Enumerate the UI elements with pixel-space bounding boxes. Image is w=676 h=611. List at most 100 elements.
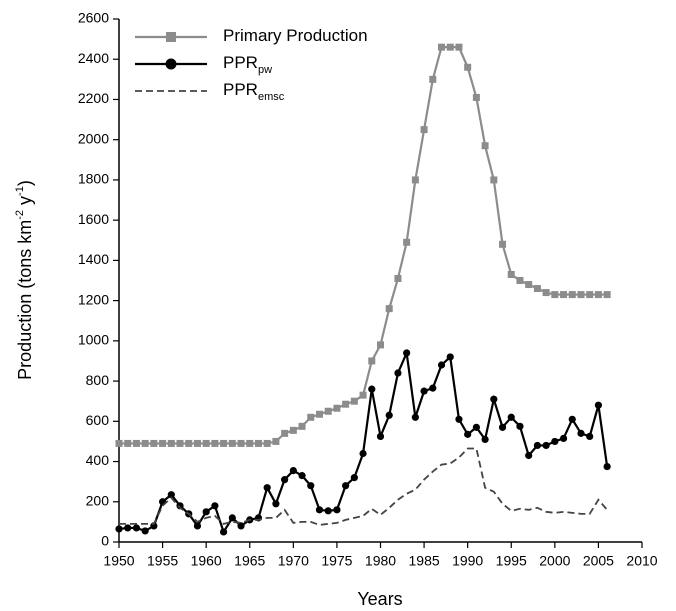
point	[132, 524, 141, 532]
point	[211, 439, 219, 447]
point	[376, 432, 385, 440]
point	[385, 305, 393, 313]
point	[438, 43, 446, 51]
point	[551, 291, 559, 299]
point	[560, 291, 568, 299]
point	[333, 404, 341, 412]
point	[228, 439, 236, 447]
point	[403, 349, 411, 357]
point	[403, 238, 411, 246]
point	[568, 415, 576, 423]
point	[394, 274, 402, 282]
x-tick-label: 2000	[539, 553, 570, 569]
point	[315, 506, 324, 514]
x-tick-label: 1980	[365, 553, 396, 569]
y-tick-label: 1000	[78, 332, 109, 348]
point	[594, 291, 602, 299]
y-tick-label: 2200	[78, 90, 109, 106]
point	[559, 434, 568, 443]
x-tick-label: 2005	[583, 553, 614, 569]
point	[368, 385, 376, 393]
point	[350, 397, 358, 405]
point	[193, 439, 201, 447]
point	[315, 410, 323, 418]
point	[368, 357, 376, 365]
point	[289, 466, 297, 475]
y-tick-label: 600	[86, 412, 110, 428]
series-line	[119, 46, 608, 445]
y-tick-label: 1400	[78, 251, 109, 267]
point	[220, 439, 228, 447]
point	[159, 439, 167, 447]
legend-name: Primary Production	[223, 26, 368, 45]
point	[603, 291, 611, 299]
point	[516, 277, 524, 284]
point	[446, 43, 454, 51]
x-tick-label: 1960	[191, 553, 222, 569]
point	[464, 430, 472, 438]
point	[342, 482, 350, 490]
point	[455, 43, 463, 51]
point	[420, 387, 428, 395]
point	[167, 491, 175, 499]
point	[437, 361, 446, 369]
point	[263, 484, 271, 492]
legend-subscript: pw	[258, 64, 272, 76]
point	[490, 395, 498, 403]
point	[324, 507, 332, 515]
y-tick-label: 2400	[78, 50, 109, 66]
x-tick-label: 1955	[147, 553, 178, 569]
point	[150, 439, 158, 447]
y-axis-title: Production (tons km-2 y-1)	[14, 180, 35, 380]
x-tick-label: 1965	[234, 553, 265, 569]
y-tick-label: 800	[86, 372, 110, 388]
y-axis-title-part: Production (tons km	[15, 220, 35, 380]
point	[586, 432, 594, 440]
point	[281, 429, 289, 437]
point	[132, 439, 140, 447]
y-axis-title-part: y	[15, 196, 35, 210]
point	[464, 63, 472, 71]
y-tick-label: 400	[86, 452, 110, 468]
point	[272, 437, 280, 445]
point	[525, 451, 533, 460]
point	[272, 500, 280, 508]
x-tick-label: 1970	[278, 553, 309, 569]
point	[342, 400, 350, 408]
point	[420, 126, 428, 134]
x-axis-title: Years	[357, 589, 402, 609]
y-tick-label: 1200	[78, 291, 109, 307]
point	[333, 506, 341, 514]
point	[185, 439, 193, 447]
point	[228, 514, 236, 522]
point	[202, 508, 210, 516]
point	[594, 401, 603, 409]
legend-name: PPR	[223, 80, 258, 99]
point	[298, 422, 306, 430]
point	[377, 341, 384, 349]
point	[603, 462, 611, 471]
point	[350, 474, 358, 482]
x-tick-label: 1985	[409, 553, 440, 569]
point	[202, 439, 210, 447]
point	[124, 439, 132, 447]
point	[472, 93, 480, 101]
point	[237, 522, 245, 530]
point	[211, 502, 219, 510]
point	[472, 423, 480, 431]
y-axis-title-part: -2	[14, 210, 26, 220]
point	[281, 476, 289, 484]
point	[542, 441, 550, 450]
point	[237, 439, 245, 447]
y-tick-label: 1600	[78, 211, 109, 227]
point	[115, 439, 123, 447]
point	[193, 522, 202, 530]
y-axis-title-part: )	[15, 180, 35, 186]
point	[359, 449, 367, 458]
point	[307, 482, 315, 490]
point	[394, 369, 402, 377]
point	[141, 439, 149, 447]
legend-marker	[166, 32, 176, 42]
y-tick-label: 2600	[78, 10, 109, 26]
